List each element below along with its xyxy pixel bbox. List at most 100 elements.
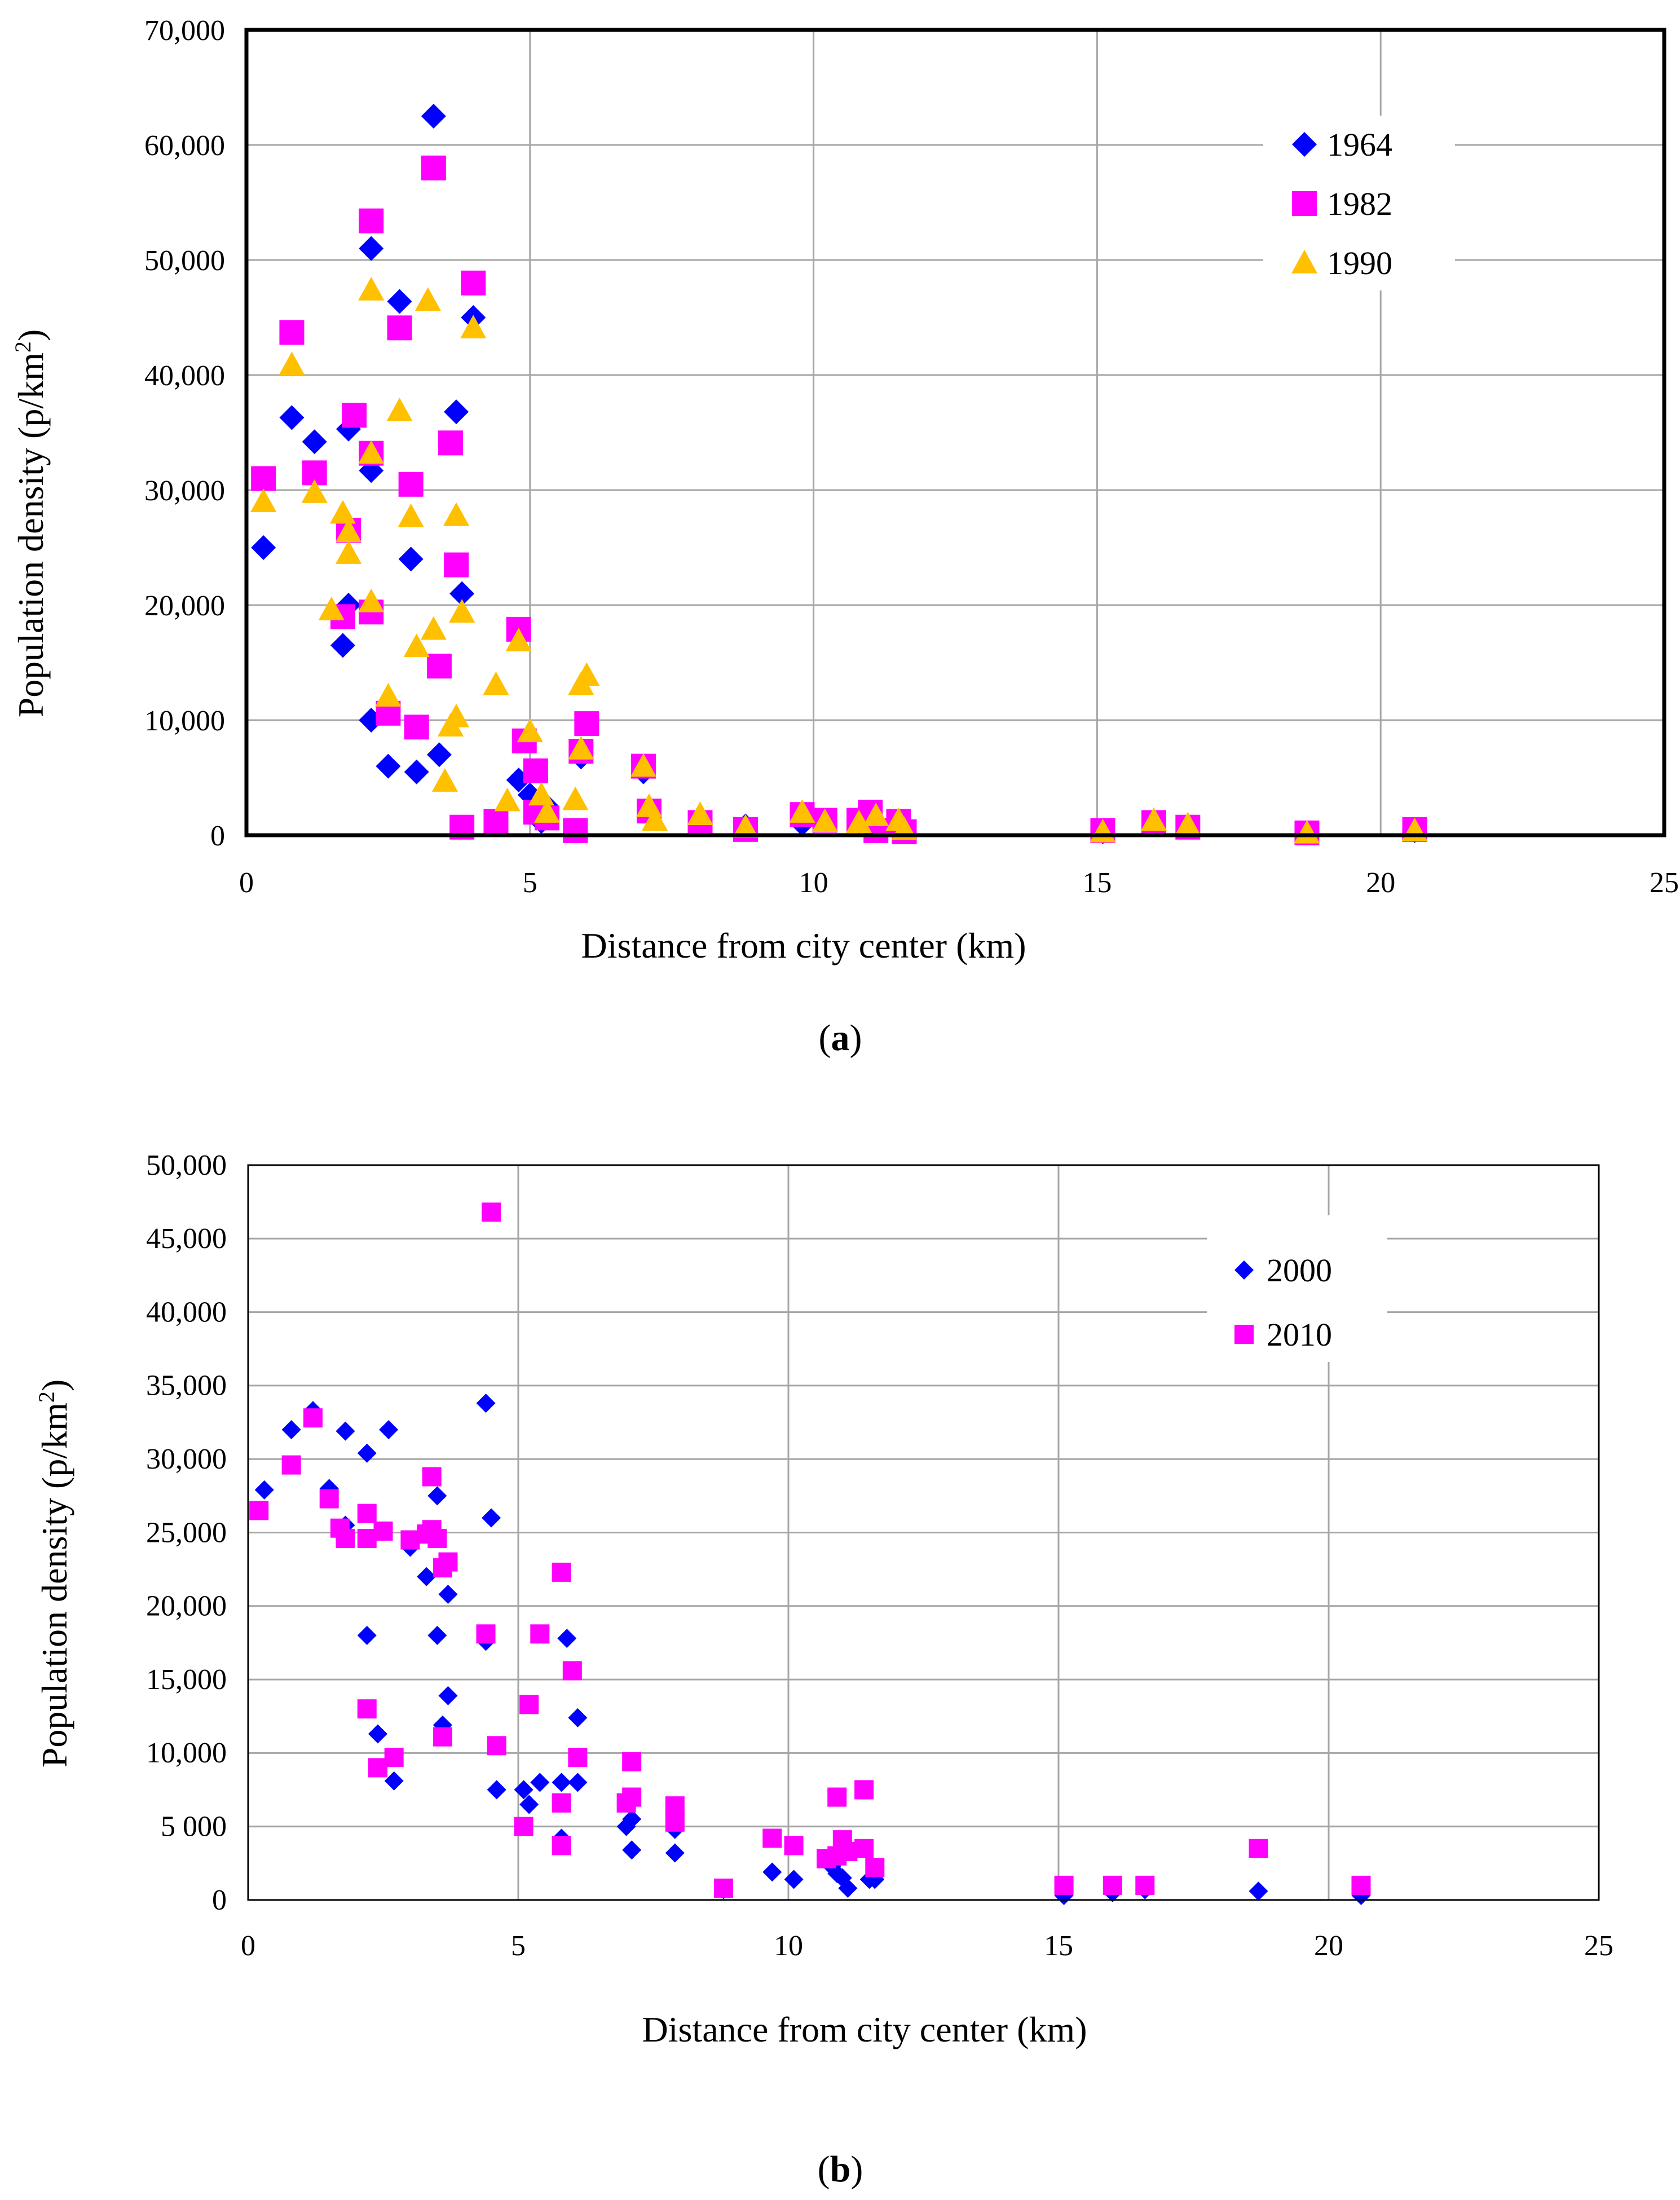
data-point-2010 [568,1748,588,1767]
legend-item-1990: 1990 [1291,245,1392,281]
data-point-1964 [444,399,469,425]
data-point-2010 [1249,1839,1268,1858]
data-point-2000 [368,1724,387,1744]
y-tick-label: 50,000 [146,1149,227,1181]
data-point-1964 [426,742,452,768]
y-tick-label: 20,000 [144,590,225,622]
data-point-1964 [330,633,355,658]
data-point-1990 [505,628,532,651]
data-point-2000 [762,1862,782,1882]
y-tick-label: 20,000 [146,1590,227,1623]
data-point-1982 [359,208,384,233]
data-point-1990 [375,683,402,707]
data-point-2010 [854,1839,874,1858]
data-point-2010 [427,1528,447,1548]
chart-a-y-axis-title-main: Population density (p/km [11,352,51,717]
x-tick-label: 25 [1650,867,1679,899]
data-point-1982 [574,711,599,737]
data-point-1990 [301,479,328,503]
legend-label-2000: 2000 [1267,1252,1332,1289]
series-1982 [251,155,1427,845]
data-point-1982 [444,552,469,577]
x-tick-label: 0 [239,867,254,899]
data-point-1990 [687,801,713,825]
data-point-2000 [254,1480,274,1500]
chart-b-caption: (b) [818,2149,863,2190]
data-point-1964 [421,104,446,129]
chart-a-y-tick-labels: 0 10,000 20,000 30,000 40,000 50,000 60,000 70,… [144,15,225,852]
data-point-1990 [517,718,543,743]
series-2000 [254,1394,1371,1906]
data-point-2000 [530,1773,550,1792]
x-tick-label: 0 [241,1930,255,1962]
data-point-1990 [329,500,356,524]
data-point-1990 [358,588,385,612]
legend-item-1964: 1964 [1292,126,1392,163]
data-point-2010 [373,1521,393,1541]
data-point-1990 [562,786,589,810]
x-tick-label: 20 [1314,1930,1343,1962]
data-point-2010 [665,1812,685,1832]
data-point-2010 [784,1836,804,1855]
data-point-1982 [523,758,548,783]
data-point-1964 [251,535,276,560]
data-point-2010 [622,1752,642,1772]
chart-b-caption-close: ) [850,2149,863,2190]
legend-triangle-marker-1990 [1291,249,1318,274]
data-point-2010 [482,1202,501,1222]
data-point-2010 [487,1736,506,1756]
data-point-1990 [812,808,838,832]
data-point-2010 [1135,1875,1155,1895]
data-point-1990 [630,753,657,777]
chart-b-y-axis-title-superscript: 2 [34,1391,59,1403]
data-point-2000 [568,1773,588,1792]
data-point-1990 [641,807,668,831]
data-point-1990 [845,809,872,834]
chart-b-plot-border [247,1164,1600,1901]
data-point-1990 [574,662,600,686]
chart-b-caption-letter: b [830,2149,851,2190]
data-point-2010 [357,1699,377,1719]
chart-a-caption-close: ) [850,1017,862,1059]
chart-b-legend: 2000 2010 [1207,1215,1387,1362]
data-point-1990 [460,315,487,339]
data-point-1990 [732,814,759,838]
chart-b: 0 5 000 10,000 15,000 20,000 25,000 30,000 35,0… [34,1149,1613,2190]
data-point-2010 [400,1530,420,1550]
data-point-2010 [562,1661,582,1681]
chart-a: 0 10,000 20,000 30,000 40,000 50,000 60,000 70,… [10,15,1679,1059]
series-1990 [250,276,1428,844]
chart-a-y-axis-title: Population density (p/km2) [10,329,51,717]
data-point-1990 [358,276,385,301]
data-point-2010 [384,1748,404,1767]
y-tick-label: 5 000 [161,1811,227,1843]
chart-a-y-axis-title-superscript: 2 [10,341,36,352]
data-point-1982 [461,270,486,296]
data-point-2000 [438,1686,458,1705]
data-point-1990 [420,616,447,640]
data-point-1982 [426,654,452,679]
data-point-1990 [403,633,430,658]
data-point-2010 [433,1727,452,1747]
data-point-1982 [438,430,464,456]
data-point-2010 [281,1455,301,1475]
data-point-1982 [563,818,588,843]
data-point-2000 [281,1420,301,1440]
x-tick-label: 10 [774,1930,803,1962]
data-point-2010 [552,1836,571,1855]
data-point-2000 [622,1809,642,1829]
chart-a-caption-open: ( [819,1017,831,1059]
data-point-1990 [568,735,594,760]
data-point-1982 [404,715,429,740]
data-point-2000 [417,1567,436,1586]
data-point-1990 [1175,812,1201,836]
chart-b-points [249,1202,1371,1906]
data-point-2000 [568,1708,588,1727]
data-point-2000 [427,1486,447,1506]
chart-a-plot-border [244,28,1666,837]
y-tick-label: 30,000 [146,1443,227,1475]
chart-a-points [250,104,1428,845]
chart-a-x-axis-title: Distance from city center (km) [581,925,1026,965]
data-point-2000 [557,1629,577,1648]
data-point-2010 [249,1501,269,1520]
